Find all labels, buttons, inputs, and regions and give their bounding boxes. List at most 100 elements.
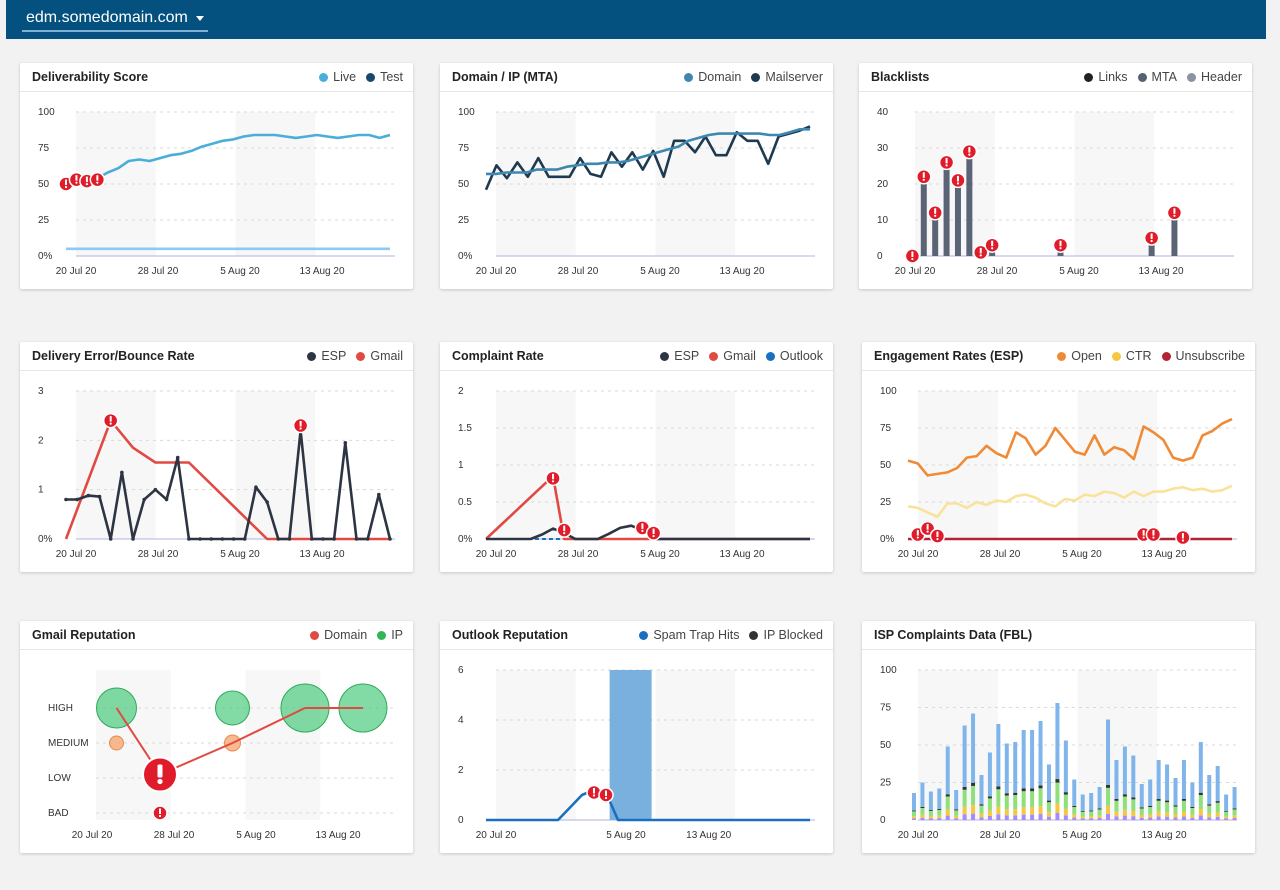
series-line[interactable] <box>907 417 1233 477</box>
fbl-bar-segment[interactable] <box>1148 807 1153 815</box>
data-point[interactable] <box>388 537 392 541</box>
fbl-bar-segment[interactable] <box>987 752 992 797</box>
series-line[interactable] <box>486 788 810 822</box>
fbl-bar-segment[interactable] <box>1190 782 1195 807</box>
fbl-bar-segment[interactable] <box>1190 806 1195 808</box>
fbl-bar-segment[interactable] <box>1190 808 1195 815</box>
fbl-bar-segment[interactable] <box>996 789 1001 807</box>
legend-item[interactable]: Domain <box>310 628 367 642</box>
fbl-bar-segment[interactable] <box>1131 797 1136 800</box>
blacklist-bar[interactable] <box>966 151 973 256</box>
legend-item[interactable]: Test <box>366 70 403 84</box>
data-point[interactable] <box>343 441 348 445</box>
fbl-bar-segment[interactable] <box>987 798 992 811</box>
data-point[interactable] <box>142 497 147 502</box>
fbl-bar-segment[interactable] <box>1215 802 1220 813</box>
reputation-bubble[interactable] <box>109 735 124 751</box>
fbl-bar-segment[interactable] <box>1131 799 1136 811</box>
fbl-bar-segment[interactable] <box>1122 794 1127 797</box>
legend-item[interactable]: Mailserver <box>751 70 823 84</box>
fbl-bar-segment[interactable] <box>945 809 950 816</box>
data-point[interactable] <box>131 537 135 541</box>
data-point[interactable] <box>254 485 258 489</box>
data-point[interactable] <box>198 537 202 541</box>
data-point[interactable] <box>242 537 247 541</box>
alert-icon[interactable] <box>938 154 955 171</box>
fbl-bar-segment[interactable] <box>979 775 984 805</box>
fbl-bar-segment[interactable] <box>1173 806 1178 815</box>
domain-reputation-line[interactable] <box>115 707 364 776</box>
fbl-bar-segment[interactable] <box>1156 811 1161 817</box>
fbl-bar-segment[interactable] <box>1038 721 1043 786</box>
fbl-bar-segment[interactable] <box>1165 800 1170 803</box>
fbl-bar-segment[interactable] <box>1013 742 1018 793</box>
fbl-bar-segment[interactable] <box>1224 811 1229 817</box>
fbl-bar-segment[interactable] <box>1114 760 1119 799</box>
alert-icon[interactable] <box>142 756 178 793</box>
fbl-bar-segment[interactable] <box>928 791 933 811</box>
fbl-bar-segment[interactable] <box>1063 815 1068 820</box>
data-point[interactable] <box>287 537 292 541</box>
fbl-bar-segment[interactable] <box>1089 816 1094 819</box>
fbl-bar-segment[interactable] <box>954 818 959 820</box>
fbl-bar-segment[interactable] <box>987 810 992 816</box>
fbl-bar-segment[interactable] <box>1013 795 1018 810</box>
fbl-bar-segment[interactable] <box>1046 800 1051 803</box>
fbl-bar-segment[interactable] <box>954 815 959 819</box>
fbl-bar-segment[interactable] <box>928 810 933 811</box>
reputation-bubble[interactable] <box>215 690 250 726</box>
fbl-bar-segment[interactable] <box>1072 817 1077 820</box>
legend-item[interactable]: Gmail <box>356 349 403 363</box>
fbl-bar-segment[interactable] <box>1030 730 1035 789</box>
fbl-bar-segment[interactable] <box>1038 814 1043 820</box>
fbl-bar-segment[interactable] <box>1106 813 1111 820</box>
fbl-bar-segment[interactable] <box>1013 815 1018 820</box>
fbl-bar-segment[interactable] <box>1165 816 1170 820</box>
series-line[interactable] <box>66 429 392 541</box>
fbl-bar-segment[interactable] <box>987 796 992 799</box>
fbl-bar-segment[interactable] <box>1080 816 1085 819</box>
data-point[interactable] <box>97 494 102 499</box>
fbl-bar-segment[interactable] <box>937 818 942 820</box>
legend-item[interactable]: Domain <box>684 70 741 84</box>
fbl-bar-segment[interactable] <box>996 724 1001 787</box>
series-line[interactable] <box>65 133 391 184</box>
fbl-bar-segment[interactable] <box>1165 802 1170 813</box>
fbl-bar-segment[interactable] <box>962 789 967 807</box>
fbl-bar-segment[interactable] <box>1224 811 1229 812</box>
fbl-bar-segment[interactable] <box>1013 792 1018 796</box>
fbl-bar-segment[interactable] <box>1215 816 1220 820</box>
fbl-bar-segment[interactable] <box>1148 814 1153 818</box>
fbl-bar-segment[interactable] <box>1063 740 1068 793</box>
fbl-bar-segment[interactable] <box>1038 806 1043 815</box>
blacklist-bar[interactable] <box>1171 212 1178 256</box>
fbl-bar-segment[interactable] <box>1198 742 1203 793</box>
series-line[interactable] <box>484 125 811 191</box>
fbl-bar-segment[interactable] <box>1232 787 1237 809</box>
fbl-bar-segment[interactable] <box>937 808 942 810</box>
fbl-bar-segment[interactable] <box>1021 814 1026 820</box>
fbl-bar-segment[interactable] <box>945 796 950 810</box>
fbl-bar-segment[interactable] <box>1181 811 1186 817</box>
fbl-bar-segment[interactable] <box>1190 817 1195 820</box>
fbl-bar-segment[interactable] <box>1224 794 1229 812</box>
fbl-bar-segment[interactable] <box>1207 775 1212 805</box>
fbl-bar-segment[interactable] <box>979 805 984 814</box>
legend-item[interactable]: ESP <box>660 349 699 363</box>
data-point[interactable] <box>164 497 169 502</box>
alert-icon[interactable] <box>961 143 978 160</box>
alert-icon[interactable] <box>556 522 572 538</box>
data-point[interactable] <box>276 537 281 541</box>
fbl-bar-segment[interactable] <box>962 814 967 820</box>
alert-icon[interactable] <box>292 417 309 434</box>
fbl-bar-segment[interactable] <box>1072 779 1077 806</box>
fbl-bar-segment[interactable] <box>920 814 925 818</box>
fbl-bar-segment[interactable] <box>1232 815 1237 819</box>
fbl-bar-segment[interactable] <box>954 790 959 810</box>
fbl-bar-segment[interactable] <box>996 806 1001 815</box>
data-point[interactable] <box>231 537 236 541</box>
fbl-bar-segment[interactable] <box>1156 816 1161 820</box>
fbl-bar-segment[interactable] <box>1004 815 1009 820</box>
legend-item[interactable]: IP Blocked <box>749 628 823 642</box>
legend-item[interactable]: Header <box>1187 70 1242 84</box>
